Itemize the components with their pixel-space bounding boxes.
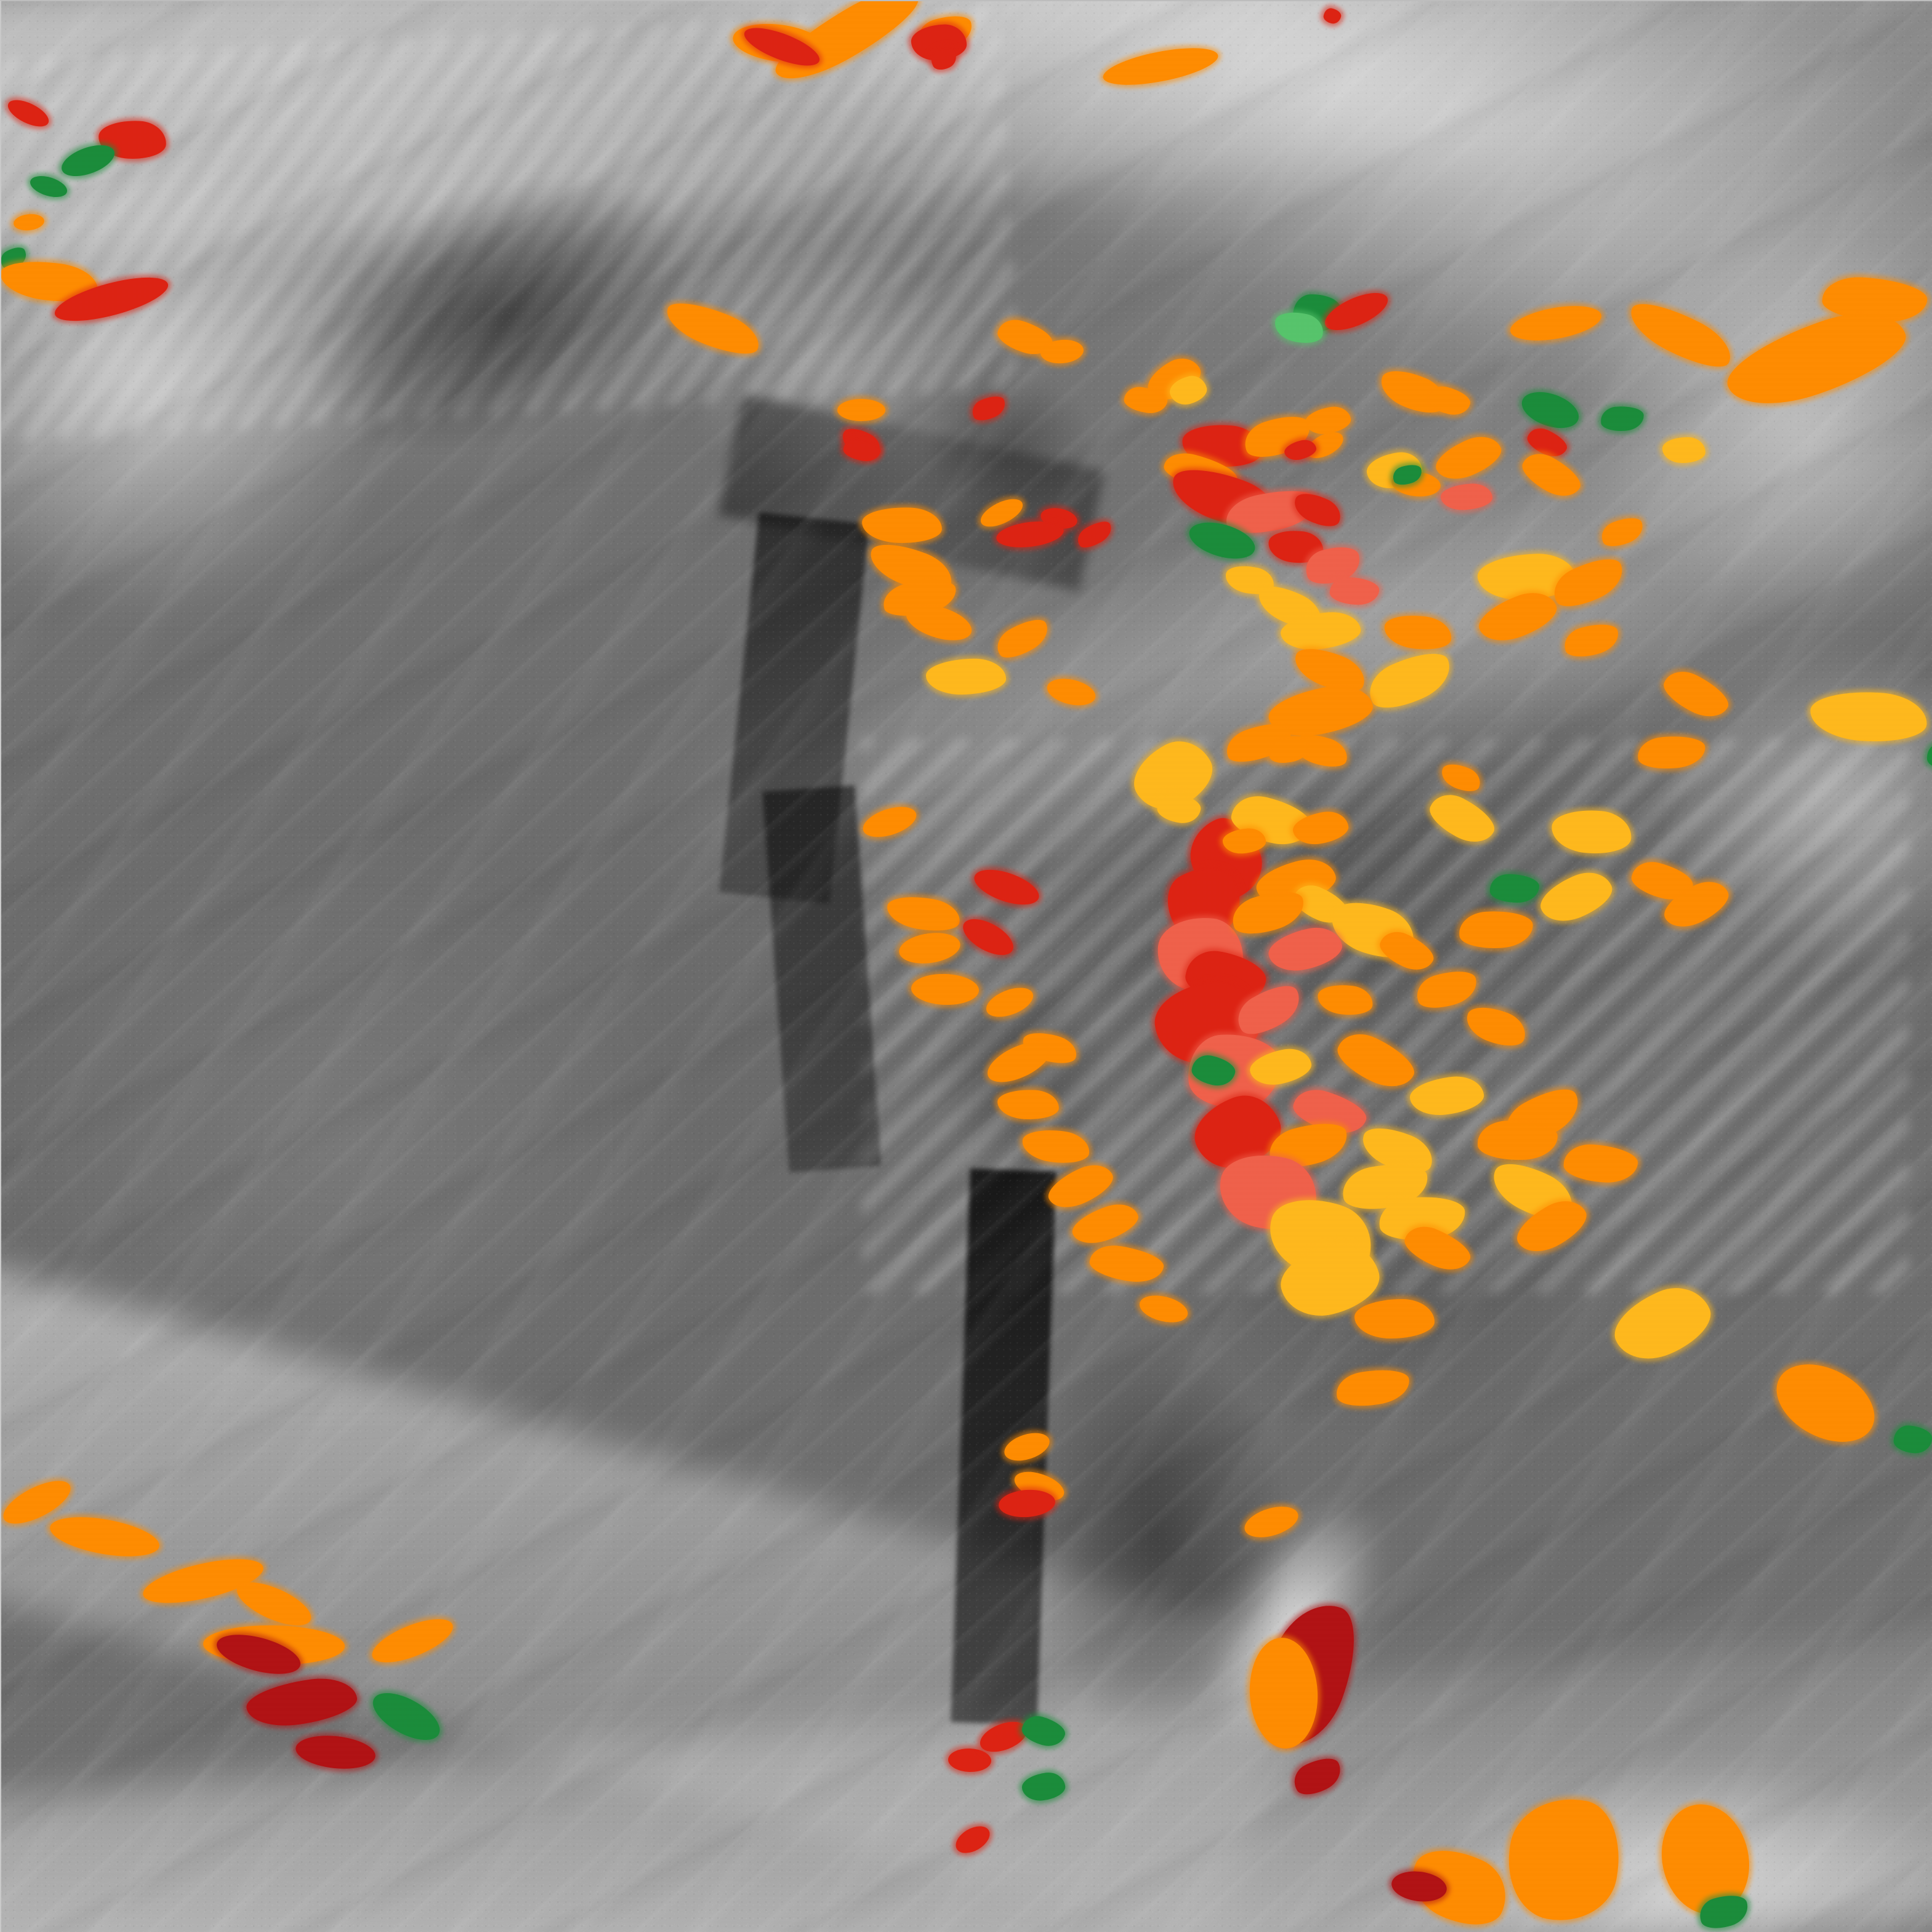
convective-cell-orange bbox=[1507, 300, 1604, 347]
south-pacific-ocean bbox=[0, 739, 800, 1539]
convective-cell-orange bbox=[1331, 1024, 1421, 1097]
convective-cell-orange bbox=[1658, 664, 1734, 725]
convective-cell-orange bbox=[1477, 1119, 1558, 1161]
convective-cell-gold bbox=[1808, 688, 1929, 746]
convective-cell-orange bbox=[1316, 981, 1375, 1018]
convective-cell-orange bbox=[837, 399, 885, 421]
convective-cell-orange bbox=[1247, 1636, 1321, 1750]
convective-cell-orange bbox=[1636, 733, 1707, 771]
convective-cell-red bbox=[970, 863, 1044, 912]
convective-cell-orange bbox=[996, 1088, 1060, 1121]
convective-cell-orange bbox=[1461, 999, 1531, 1053]
convective-cell-orange bbox=[1516, 446, 1587, 504]
convective-cell-red bbox=[927, 43, 960, 74]
convective-cell-gold bbox=[1550, 807, 1633, 857]
convective-cell-orange bbox=[1087, 1241, 1166, 1287]
convective-cell-salmon bbox=[1439, 482, 1494, 512]
convective-cell-red bbox=[968, 392, 1009, 425]
convective-cell-orange bbox=[1382, 611, 1454, 654]
convective-cell-gold bbox=[1361, 643, 1459, 718]
convective-cell-red bbox=[1319, 285, 1393, 338]
convective-cell-orange bbox=[1497, 1788, 1630, 1931]
convective-cell-gold bbox=[1604, 1276, 1720, 1372]
convective-cell-orange bbox=[1334, 1364, 1412, 1411]
convective-cell-orange bbox=[897, 929, 962, 967]
convective-cell-salmon bbox=[1329, 576, 1380, 606]
convective-cell-gold bbox=[1423, 786, 1501, 851]
convective-cell-gold bbox=[1534, 864, 1618, 930]
convective-cell-orange bbox=[1763, 1348, 1888, 1458]
convective-cell-red bbox=[951, 1821, 994, 1859]
convective-cell-orange bbox=[902, 598, 976, 647]
convective-cell-orange bbox=[660, 293, 766, 363]
convective-cell-red bbox=[4, 94, 53, 132]
convective-cell-orange bbox=[1375, 925, 1439, 977]
convective-cell-red bbox=[957, 911, 1020, 963]
convective-cell-green bbox=[57, 139, 119, 183]
convective-cell-orange bbox=[982, 981, 1037, 1023]
convective-cell-orange bbox=[911, 973, 980, 1006]
convective-cell-orange bbox=[1458, 909, 1534, 951]
convective-cell-green bbox=[365, 1683, 448, 1750]
convective-cell-orange bbox=[47, 1510, 163, 1564]
convective-cell-red bbox=[997, 1487, 1057, 1519]
convective-cell-orange bbox=[1100, 41, 1221, 92]
convective-cell-orange bbox=[1039, 338, 1085, 365]
convective-cell-crimson bbox=[244, 1673, 360, 1732]
convective-cell-orange bbox=[861, 505, 943, 545]
convective-cell-orange bbox=[1438, 759, 1484, 797]
convective-cell-green bbox=[1489, 874, 1540, 903]
convective-cell-orange bbox=[859, 801, 920, 843]
convective-cell-crimson bbox=[1289, 1751, 1346, 1801]
convective-cell-orange bbox=[12, 212, 46, 232]
convective-cell-green bbox=[1893, 1424, 1932, 1455]
convective-cell-orange bbox=[991, 613, 1054, 664]
convective-cell-orange bbox=[1430, 429, 1507, 487]
convective-cell-green bbox=[1020, 1770, 1067, 1803]
convective-cell-orange bbox=[1000, 1428, 1053, 1466]
convective-cell-green bbox=[1600, 405, 1645, 433]
convective-cell-orange bbox=[1241, 1500, 1302, 1544]
convective-cell-orange bbox=[884, 891, 963, 936]
convective-cell-orange bbox=[1563, 1142, 1639, 1185]
convective-cell-orange bbox=[1354, 1299, 1435, 1338]
convective-cell-orange bbox=[1598, 512, 1647, 552]
convective-cell-gold bbox=[1662, 437, 1706, 464]
convective-cell-orange bbox=[1399, 1219, 1476, 1278]
convective-cell-orange bbox=[366, 1610, 459, 1672]
convective-cell-gold bbox=[925, 658, 1007, 696]
convective-cell-orange bbox=[1622, 292, 1739, 378]
convective-cell-green bbox=[1019, 1712, 1068, 1750]
convective-cell-red bbox=[1322, 7, 1343, 25]
gulf-of-mexico bbox=[616, 209, 1047, 529]
convective-cell-orange bbox=[1561, 619, 1622, 662]
convective-cell-gold bbox=[1408, 1073, 1486, 1119]
convective-cell-crimson bbox=[294, 1732, 377, 1773]
convective-cell-orange bbox=[1222, 827, 1267, 855]
convective-cell-green bbox=[1927, 744, 1932, 768]
convective-cell-orange bbox=[1718, 297, 1915, 421]
convective-cell-orange bbox=[1044, 674, 1098, 710]
convective-cell-orange bbox=[1020, 1125, 1092, 1167]
convective-cell-orange bbox=[1137, 1290, 1191, 1327]
convective-cell-orange bbox=[981, 1034, 1057, 1090]
